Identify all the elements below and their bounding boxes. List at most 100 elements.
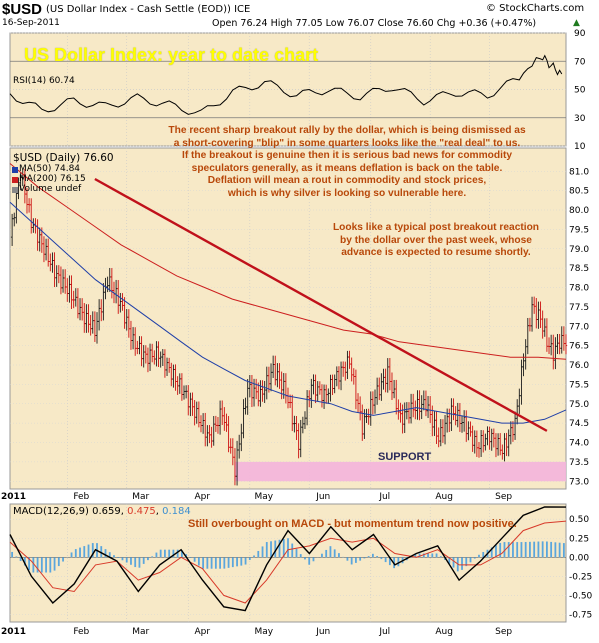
price-tick-label: 79.0 [569, 245, 589, 255]
macd-histogram-bar [325, 549, 328, 558]
legend-ma50: MA(50) 74.84 [19, 164, 81, 174]
macd-histogram-bar [74, 549, 77, 558]
macd-histogram-bar [321, 553, 323, 558]
price-tick-label: 74.5 [569, 419, 589, 429]
macd-histogram-bar [520, 542, 523, 558]
macd-histogram-bar [367, 556, 370, 558]
macd-histogram-bar [414, 554, 417, 558]
price-panel-bg [9, 147, 567, 490]
macd-histogram-bar [448, 557, 451, 564]
price-tick-label: 76.0 [569, 361, 589, 371]
macd-histogram-bar [274, 540, 277, 558]
macd-histogram-bar [168, 549, 171, 558]
macd-histogram-bar [329, 546, 332, 558]
rsi-tick-label: 30 [574, 114, 586, 124]
macd-histogram-bar [422, 553, 425, 558]
macd-histogram-bar [291, 543, 294, 558]
macd-histogram-bar [15, 556, 18, 558]
x-tick-label: Feb [73, 627, 89, 637]
x-tick-label: May [254, 627, 273, 637]
macd-histogram-bar [40, 557, 43, 573]
price-tick-label: 80.0 [569, 206, 589, 216]
rsi-label: RSI(14) 60.74 [13, 76, 75, 86]
macd-histogram-bar [151, 556, 154, 558]
x-tick-label: Aug [435, 492, 453, 502]
macd-tick-label: -0.50 [569, 591, 593, 601]
macd-histogram-bar [554, 542, 557, 558]
macd-histogram-bar [507, 542, 510, 558]
macd-histogram-bar [253, 555, 255, 558]
macd-histogram-bar [36, 557, 39, 573]
macd-histogram-bar [227, 557, 230, 568]
macd-histogram-bar [219, 557, 221, 569]
macd-histogram-bar [439, 556, 442, 558]
macd-histogram-bar [295, 548, 298, 558]
price-tick-label: 75.5 [569, 380, 589, 390]
macd-histogram-bar [473, 557, 476, 559]
annotation-line: Looks like a typical post breakout react… [332, 222, 540, 233]
macd-histogram-bar [524, 541, 527, 558]
ma50-line [9, 201, 567, 424]
macd-histogram-bar [308, 557, 311, 565]
macd-histogram-bar [469, 557, 472, 563]
chart-date: 16-Sep-2011 [2, 18, 60, 28]
macd-histogram-bar [380, 557, 383, 560]
macd-histogram-bar [130, 557, 132, 565]
macd-panel-bg [9, 503, 567, 623]
macd-histogram-bar [125, 557, 128, 563]
macd-histogram-bar [134, 557, 137, 568]
macd-histogram-bar [529, 541, 531, 558]
legend-volume: Volume undef [19, 184, 82, 194]
macd-histogram-bar [312, 557, 315, 562]
legend-ma200-swatch [12, 177, 18, 183]
legend-ma200: MA(200) 76.15 [19, 174, 86, 184]
price-tick-label: 73.0 [569, 477, 589, 487]
macd-signal-value: 0.475 [127, 506, 156, 517]
year-label-bottom: 2011 [1, 627, 27, 637]
macd-histogram-bar [223, 557, 226, 569]
year-label-top: 2011 [1, 492, 27, 502]
macd-histogram-bar [350, 557, 353, 565]
macd-histogram-bar [248, 557, 251, 561]
macd-histogram-bar [261, 546, 264, 558]
annotation-line: by the dollar over the past week, whose [340, 234, 532, 246]
macd-histogram-bar [533, 541, 536, 558]
x-tick-label: Apr [194, 492, 210, 502]
support-band [234, 461, 566, 482]
downtrend-line [94, 177, 548, 432]
macd-histogram-bar [83, 546, 86, 558]
macd-histogram-bar [210, 557, 213, 569]
macd-histogram-bar [333, 549, 336, 558]
macd-histogram-bar [452, 557, 455, 568]
macd-histogram-bar [53, 557, 56, 571]
macd-histogram-bar [270, 541, 272, 558]
macd-histogram-bar [202, 557, 205, 569]
rsi-tick-label: 50 [574, 86, 586, 96]
support-label: SUPPORT [378, 451, 432, 463]
annotation-line: If the breakout is genuine then it is se… [181, 150, 512, 162]
macd-histogram-bar [431, 553, 434, 558]
price-tick-label: 77.5 [569, 303, 589, 313]
x-tick-label: Sep [495, 627, 512, 637]
price-tick-label: 75.0 [569, 400, 589, 410]
x-tick-label: Jun [315, 492, 330, 502]
legend-ma50-swatch [12, 167, 18, 173]
ma200-line [9, 163, 567, 360]
annotation-line: Deflation will mean a rout in commodity … [207, 175, 487, 187]
x-tick-label: Mar [132, 627, 149, 637]
x-tick-label: Apr [194, 627, 210, 637]
chart-title-banner: US Dollar Index: year to date chart [24, 45, 319, 65]
macd-histogram-bar [176, 549, 179, 558]
macd-histogram-bar [231, 557, 234, 568]
macd-histogram-bar [376, 556, 379, 558]
macd-histogram-bar [147, 557, 149, 561]
stockcharts-credit[interactable]: © StockCharts.com [486, 3, 585, 14]
macd-histogram-bar [461, 557, 463, 570]
macd-histogram-bar [435, 553, 438, 558]
macd-histogram-bar [287, 538, 289, 558]
macd-histogram-bar [338, 553, 340, 558]
x-tick-label: Feb [73, 492, 89, 502]
macd-histogram-bar [236, 557, 238, 567]
macd-histogram-bar [113, 555, 115, 558]
macd-histogram-bar [172, 549, 175, 558]
